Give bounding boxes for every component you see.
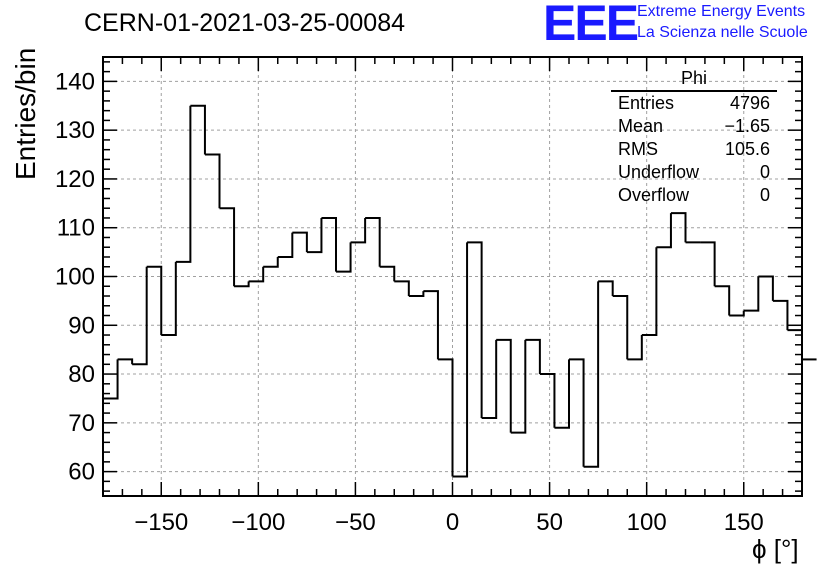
histogram-bin <box>437 358 454 477</box>
x-tick-label: 0 <box>446 509 459 536</box>
y-tick-label: 110 <box>57 215 95 242</box>
histogram-bin <box>132 266 148 366</box>
histogram-bin <box>627 335 643 361</box>
histogram-bin <box>204 153 221 209</box>
histogram-bin <box>700 241 716 287</box>
histogram-bin <box>306 217 323 254</box>
x-tick-label: 50 <box>536 509 563 536</box>
histogram-bin <box>102 359 119 496</box>
histogram-bin <box>598 280 614 297</box>
stats-row: RMS 105.6 <box>611 138 777 161</box>
y-tick-label: 140 <box>55 68 95 95</box>
x-tick-label: −150 <box>134 509 188 536</box>
histogram-bin <box>408 291 425 298</box>
histogram-bin <box>539 373 556 428</box>
histogram-bin <box>219 207 236 287</box>
histogram-bin <box>161 261 177 337</box>
histogram-bin <box>569 358 585 467</box>
histogram-bin <box>496 338 512 433</box>
histogram-bin <box>758 275 774 301</box>
axes: 60 70 80 90 100 110 120 130 140 −150 −100 −50 0 50 100… <box>55 56 803 536</box>
stats-row: Mean −1.65 <box>611 115 777 138</box>
histogram-bin <box>190 104 206 155</box>
histogram-bin <box>525 338 541 375</box>
histogram-bin <box>670 212 687 243</box>
histogram-bin <box>554 359 570 429</box>
histogram-bin <box>729 310 745 317</box>
stats-label: Underflow <box>618 162 700 182</box>
histogram-bin <box>394 280 410 297</box>
logo-line-2: La Scienza nelle Scuole <box>637 24 808 41</box>
histogram-bin <box>175 105 192 263</box>
histogram-bin <box>452 242 469 478</box>
histogram-bin <box>467 241 483 418</box>
chart-title: CERN-01-2021-03-25-00084 <box>84 9 406 37</box>
stats-label: Overflow <box>618 185 690 205</box>
histogram-bin <box>612 295 629 360</box>
y-tick-label: 120 <box>55 166 95 193</box>
stats-row: Underflow 0 <box>611 161 777 184</box>
stats-row: Entries 4796 <box>611 92 777 115</box>
histogram-bin <box>365 216 381 267</box>
histogram-bin <box>510 339 527 434</box>
histogram-bin <box>263 256 279 268</box>
y-tick-label: 90 <box>68 312 95 339</box>
x-axis-label: ϕ [°] <box>752 534 799 564</box>
histogram-bin <box>379 265 396 282</box>
histogram-bin <box>772 299 789 331</box>
x-tick-label: −50 <box>335 509 376 536</box>
y-tick-label: 70 <box>68 410 95 437</box>
stats-value: −1.65 <box>724 116 770 136</box>
histogram-bin <box>641 247 658 337</box>
stats-label: Mean <box>618 116 664 136</box>
histogram-bin <box>117 358 134 365</box>
x-tick-label: 150 <box>724 509 764 536</box>
histogram-bin <box>743 276 760 312</box>
x-tick-label: −100 <box>231 509 285 536</box>
histogram-bin <box>656 213 672 249</box>
histogram-bin <box>234 281 250 288</box>
histogram-bin <box>583 281 600 468</box>
histogram-bin <box>321 216 337 272</box>
histogram-bin <box>336 242 352 273</box>
y-axis-label: Entries/bin <box>10 47 41 180</box>
histogram-bin <box>350 217 367 244</box>
stats-label: RMS <box>618 139 658 159</box>
stats-title: Phi <box>611 68 777 92</box>
y-tick-label: 80 <box>68 361 95 388</box>
stats-value: 105.6 <box>724 139 770 159</box>
eee-logo: EEE <box>543 0 639 51</box>
stats-value: 0 <box>759 162 770 182</box>
histogram-bin <box>292 231 308 253</box>
histogram-bars <box>102 104 817 496</box>
stats-label: Entries <box>618 93 675 113</box>
stats-value: 4796 <box>729 93 770 113</box>
y-tick-label: 130 <box>55 117 95 144</box>
histogram-bin <box>277 232 294 258</box>
logo-line-1: Extreme Energy Events <box>637 3 806 20</box>
histogram-bin <box>248 266 265 283</box>
stats-box: Phi Entries 4796 Mean −1.65 RMS 105.6 Un… <box>611 68 777 207</box>
histogram-bin <box>146 265 163 336</box>
x-tick-label: 100 <box>627 509 667 536</box>
histogram-bin <box>423 290 439 360</box>
histogram-bin <box>481 339 498 419</box>
stats-row: Overflow 0 <box>611 184 777 207</box>
y-tick-label: 100 <box>55 264 95 291</box>
y-tick-label: 60 <box>68 459 95 486</box>
histogram-bin <box>714 285 731 316</box>
stats-value: 0 <box>759 185 770 205</box>
